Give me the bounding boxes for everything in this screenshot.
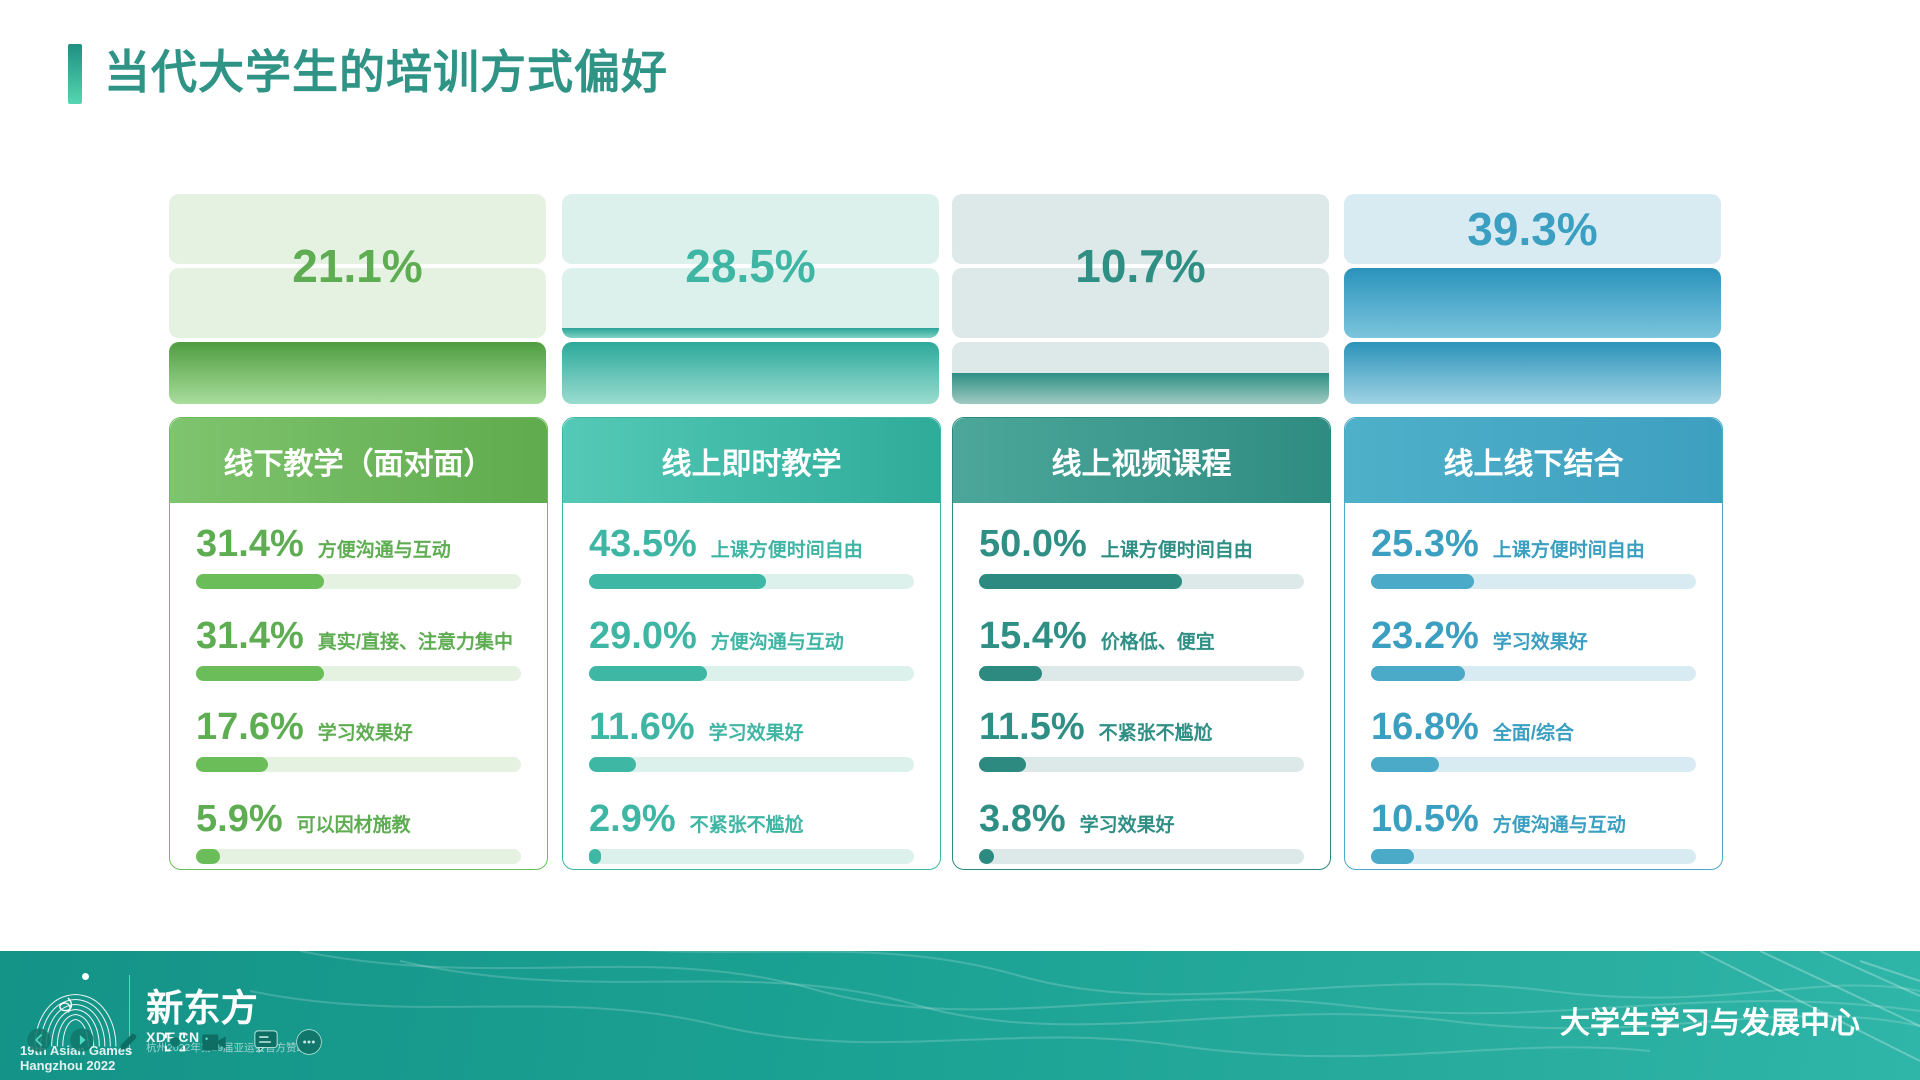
svg-text:新东方: 新东方 (146, 987, 258, 1029)
